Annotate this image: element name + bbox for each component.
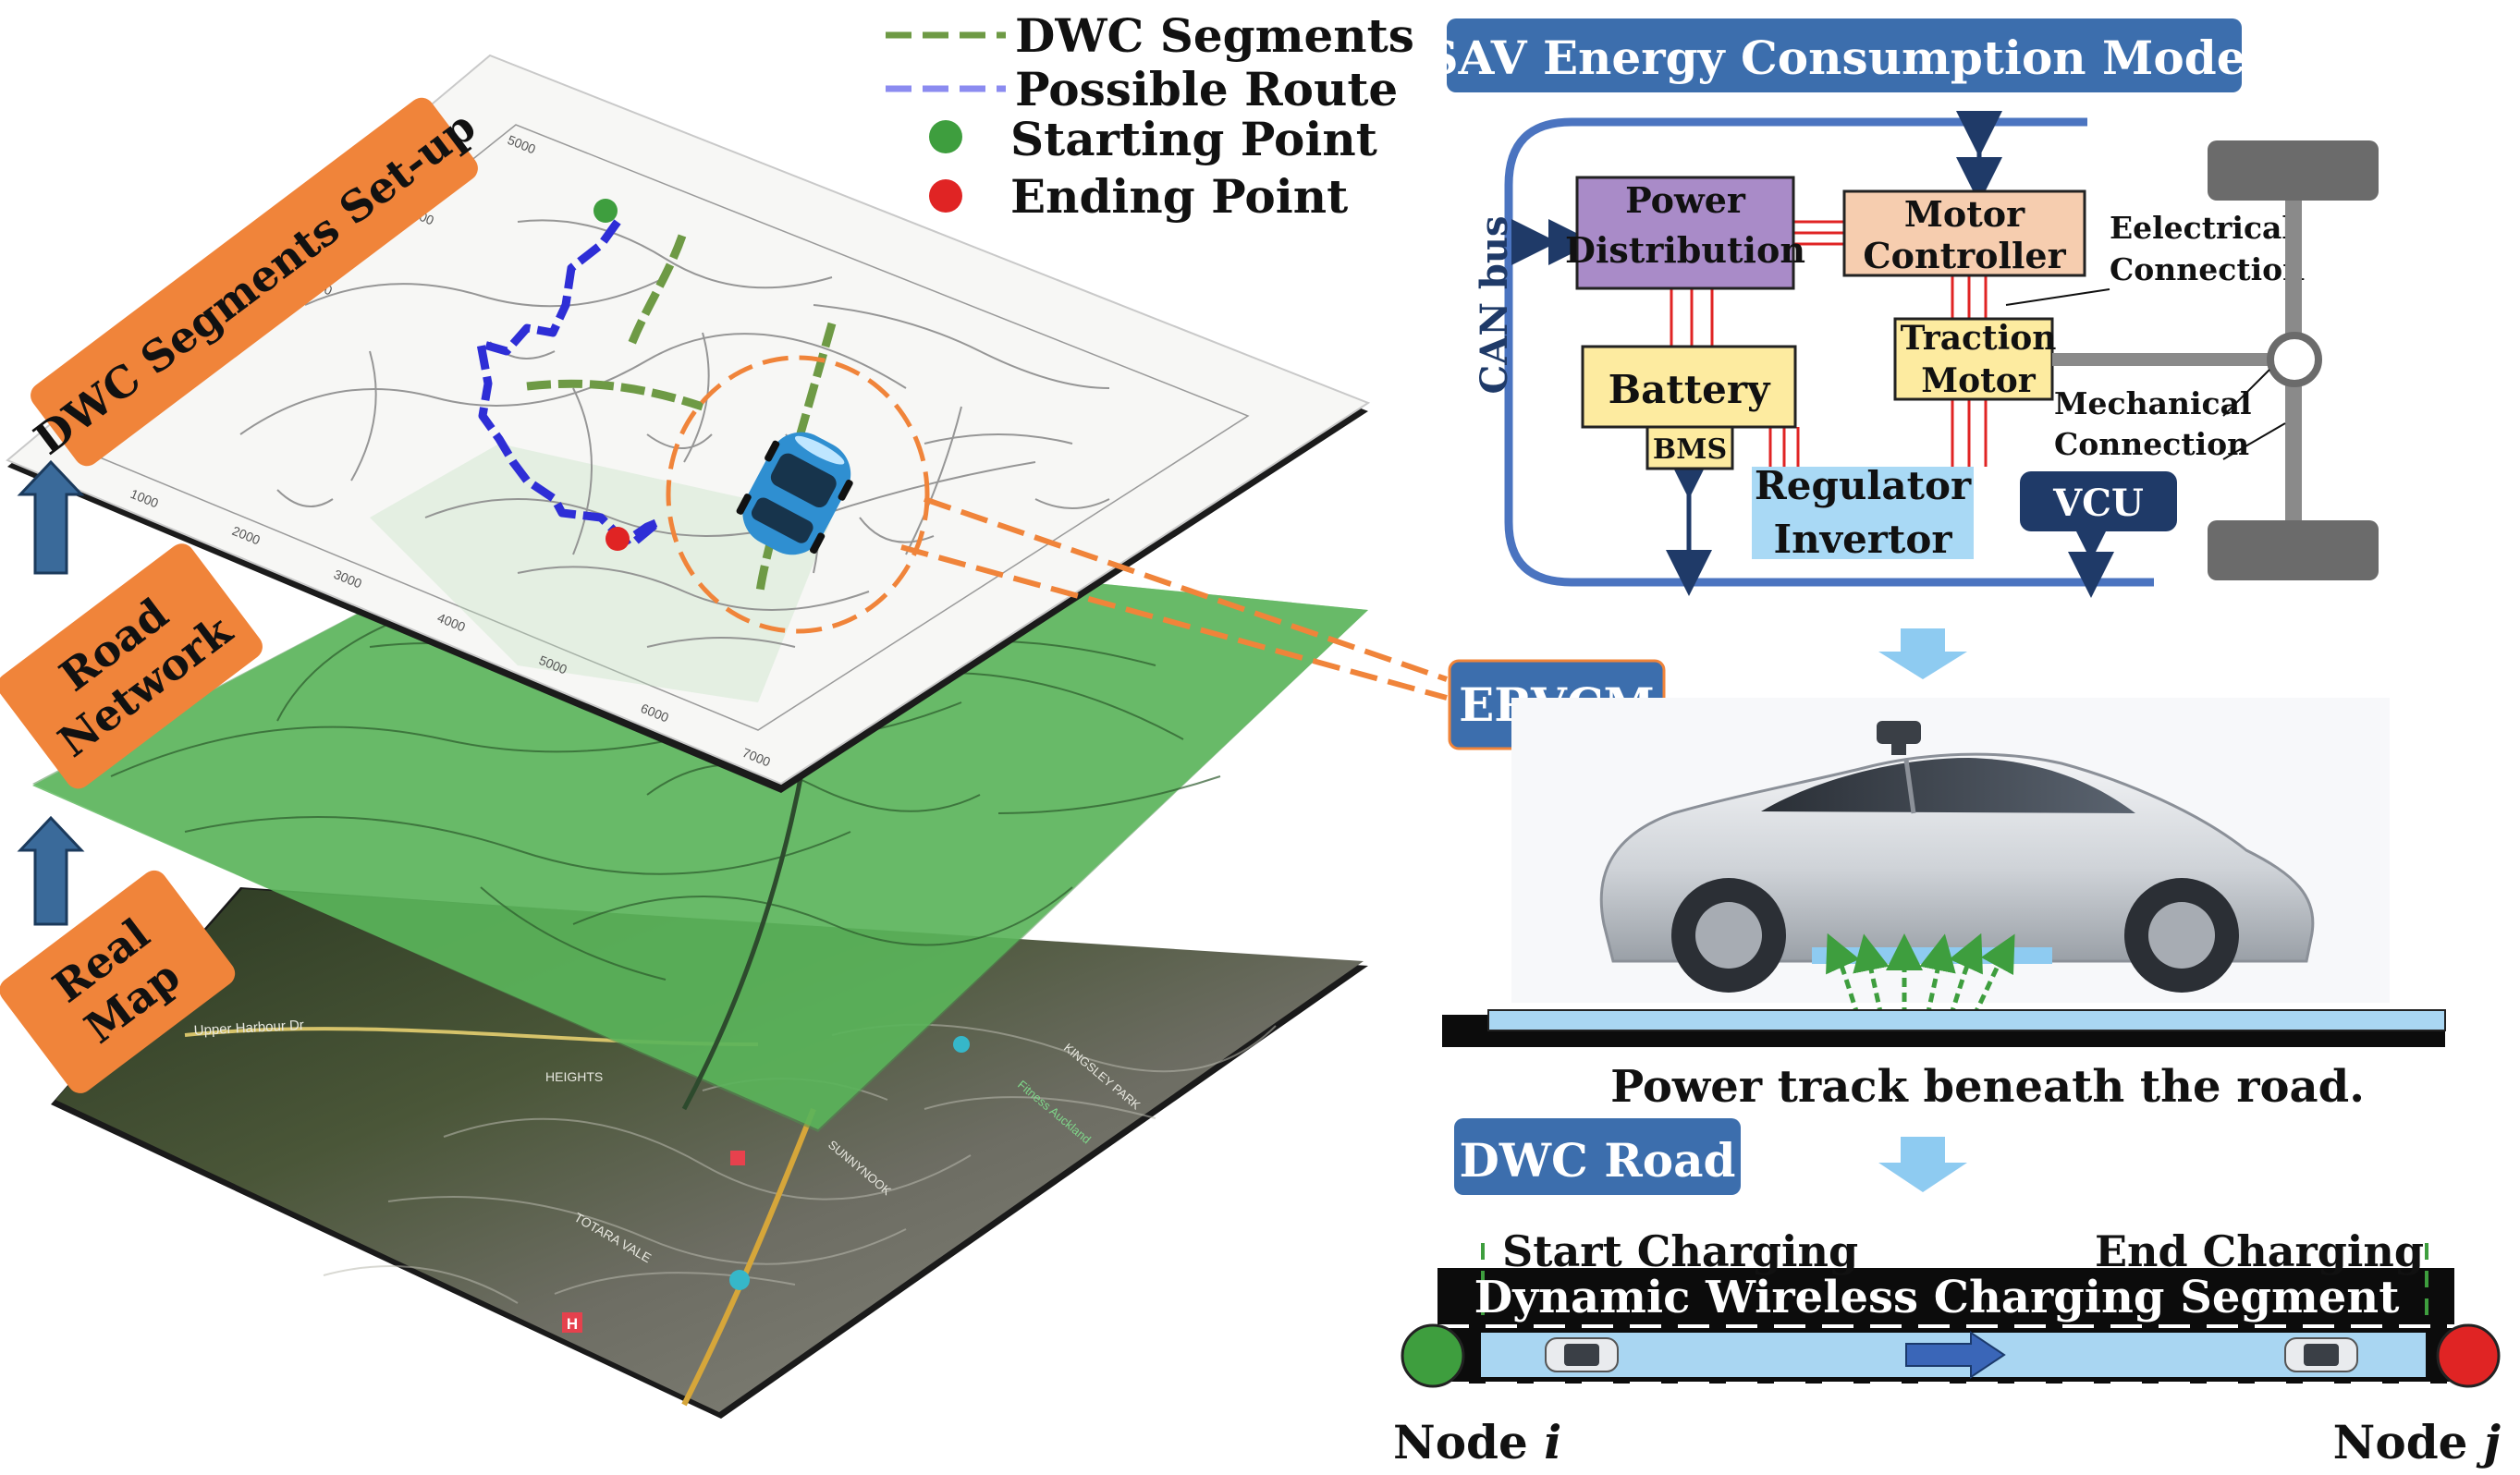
dwc-road-title: DWC Road: [1460, 1133, 1736, 1188]
motor-controller-box: Motor Controller: [1842, 189, 2086, 277]
electrical-connection-label-1: Eelectrical: [2110, 210, 2294, 246]
ervcm-leader-lines: [900, 496, 1448, 701]
regulator-invertor-box: Regulator Invertor: [1752, 463, 1974, 562]
layer-label-real-map: Real Map: [0, 870, 236, 1093]
gear-icon: [2267, 332, 2322, 387]
vcu-label: VCU: [2052, 482, 2144, 525]
lidar-sensor-icon: [1877, 721, 1921, 744]
motor-controller-label-2: Controller: [1863, 235, 2066, 276]
regulator-label-2: Invertor: [1774, 517, 1953, 562]
legend-route-label: Possible Route: [1015, 62, 1398, 116]
highway-shield-icon: [730, 1151, 745, 1165]
dwc-segment: [526, 379, 704, 411]
vcu-box: VCU: [2020, 471, 2177, 531]
power-distribution-label-1: Power: [1625, 179, 1746, 221]
traction-motor-label-2: Motor: [1921, 361, 2037, 400]
node-j-marker: [2436, 1323, 2501, 1388]
layer-label-road-network: Road Network: [0, 543, 263, 789]
starting-point-marker: [593, 199, 618, 223]
traction-motor-box: Traction Motor: [1893, 317, 2057, 401]
electrical-connection-pointer: [2005, 288, 2110, 306]
power-distribution-label-2: Distribution: [1565, 229, 1805, 271]
legend-dwc-label: DWC Segments: [1015, 8, 1414, 63]
mechanical-connection-pointer: [2222, 422, 2286, 460]
start-charging-label: Start Charging: [1502, 1226, 1858, 1276]
node-j-prefix: Node: [2333, 1415, 2484, 1469]
dwc-road-badge: DWC Road: [1454, 1118, 1741, 1195]
hospital-icon: [562, 1312, 582, 1333]
motor-controller-label-1: Motor: [1904, 193, 2025, 235]
electrical-links: [1670, 220, 1988, 467]
node-j-label: Node j: [2333, 1415, 2501, 1469]
zoom-circle: [666, 355, 930, 634]
ev-car-illustration: [1442, 698, 2446, 1047]
electrical-connection-label-2: Connection: [2110, 251, 2305, 287]
down-arrow-icon: [1878, 1137, 1967, 1192]
node-i-prefix: Node: [1393, 1415, 1544, 1469]
end-charging-label: End Charging: [2095, 1226, 2424, 1276]
power-track-caption: Power track beneath the road.: [1610, 1061, 2365, 1113]
bms-box: [1645, 425, 1734, 470]
down-arrow-icon: [1878, 628, 1967, 679]
can-bus-label: CAN bus: [1473, 216, 1516, 395]
up-arrow-icon: [17, 815, 85, 926]
map-pin-icon: [953, 1036, 970, 1053]
legend-end-swatch: [929, 179, 962, 213]
traction-motor-label-1: Traction: [1901, 319, 2057, 358]
wheel-icon: [2208, 140, 2379, 201]
map-label-upper-harbour: Upper Harbour Dr: [193, 1018, 304, 1039]
up-arrow-icon: [17, 459, 85, 575]
mechanical-connection-label-1: Mechanical: [2054, 385, 2252, 421]
map-label-heights: HEIGHTS: [545, 1069, 603, 1084]
drivetrain: [2052, 140, 2379, 580]
legend: DWC Segments Possible Route Starting Poi…: [886, 8, 1414, 224]
legend-start-label: Starting Point: [1010, 112, 1377, 166]
battery-label: Battery: [1609, 367, 1771, 412]
dwc-road-diagram: [1401, 1243, 2501, 1388]
map-car-icon: [736, 432, 853, 555]
bus-link-arrows: [1511, 111, 2114, 598]
node-i-var: i: [1544, 1415, 1561, 1469]
bms-label: BMS: [1653, 433, 1727, 466]
model-title: SAV Energy Consumption Model: [1425, 30, 2263, 85]
ending-point-marker: [606, 527, 630, 551]
mechanical-connection-label-2: Connection: [2054, 426, 2249, 462]
hospital-label: H: [567, 1315, 578, 1333]
can-bus-frame: [1504, 117, 2154, 587]
regulator-label-1: Regulator: [1755, 463, 1972, 508]
power-track: [1487, 1009, 2446, 1031]
legend-end-label: Ending Point: [1010, 169, 1348, 224]
direction-arrow-icon: [1905, 1331, 2006, 1379]
segment-label: Dynamic Wireless Charging Segment: [1474, 1272, 2400, 1323]
battery-box: Battery BMS: [1581, 345, 1797, 470]
mechanical-connection-pointer: [2222, 369, 2270, 417]
node-i-label: Node i: [1393, 1415, 1561, 1469]
dwc-segment: [755, 322, 837, 592]
model-title-badge: SAV Energy Consumption Model: [1425, 18, 2264, 92]
wheel-icon: [2208, 520, 2379, 580]
car-icon: [2284, 1337, 2358, 1372]
map-pin-icon: [729, 1270, 750, 1290]
dwc-segment: [626, 234, 687, 348]
car-icon: [1545, 1337, 1619, 1372]
power-distribution-box: Power Distribution: [1565, 176, 1805, 290]
node-i-marker: [1401, 1323, 1465, 1388]
legend-start-swatch: [929, 120, 962, 153]
